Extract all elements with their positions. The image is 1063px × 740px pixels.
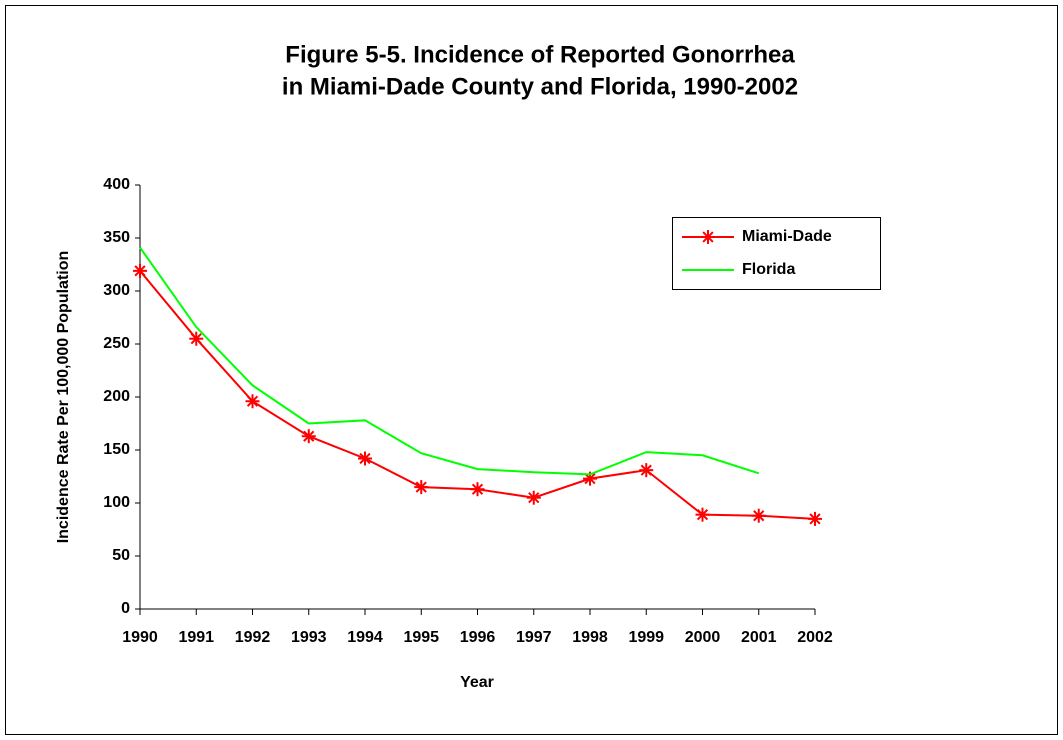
marker-stroke	[809, 513, 821, 525]
marker-stroke	[753, 510, 765, 522]
marker-stroke	[702, 231, 714, 243]
data-point	[526, 490, 541, 505]
x-tick-label: 2002	[797, 629, 833, 646]
marker-stroke	[190, 333, 202, 345]
data-point	[639, 463, 654, 478]
legend-label: Florida	[742, 261, 795, 278]
marker-stroke	[246, 395, 259, 407]
y-tick-label: 350	[103, 229, 130, 246]
y-tick-label: 0	[121, 600, 130, 617]
x-tick-label: 1997	[516, 629, 552, 646]
marker-stroke	[134, 265, 146, 277]
y-tick-label: 200	[103, 388, 130, 405]
x-tick-label: 1994	[347, 629, 383, 646]
marker-stroke	[359, 452, 371, 465]
chart-title: Figure 5-5. Incidence of Reported Gonorr…	[285, 41, 795, 68]
x-tick-label: 1993	[291, 629, 327, 646]
data-point	[133, 263, 147, 278]
marker-stroke	[640, 464, 652, 476]
x-axis-title: Year	[460, 674, 494, 691]
x-tick-label: 2000	[685, 629, 721, 646]
y-tick-label: 300	[103, 282, 130, 299]
marker-stroke	[303, 430, 315, 442]
y-tick-label: 50	[112, 547, 130, 564]
marker-stroke	[696, 509, 709, 521]
x-tick-label: 1999	[628, 629, 664, 646]
series-line	[139, 246, 760, 476]
data-point	[189, 331, 204, 346]
data-point	[414, 480, 429, 495]
data-point	[245, 394, 260, 409]
marker-stroke	[584, 473, 596, 485]
data-point	[695, 507, 710, 522]
x-tick-label: 1996	[460, 629, 496, 646]
y-tick-label: 150	[103, 441, 130, 458]
data-point	[358, 451, 372, 466]
legend-label: Miami-Dade	[742, 228, 832, 245]
legend-box	[672, 217, 881, 290]
x-tick-label: 1990	[122, 629, 158, 646]
y-axis-title: Incidence Rate Per 100,000 Population	[55, 251, 72, 544]
chart-title: in Miami-Dade County and Florida, 1990-2…	[282, 73, 798, 100]
x-tick-label: 1992	[235, 629, 271, 646]
marker-stroke	[415, 481, 427, 493]
y-tick-label: 250	[103, 335, 130, 352]
data-point	[470, 482, 485, 497]
chart-frame	[5, 5, 1058, 735]
marker-stroke	[528, 492, 540, 504]
x-tick-label: 1991	[178, 629, 214, 646]
y-tick-label: 100	[103, 494, 130, 511]
x-tick-label: 1998	[572, 629, 608, 646]
y-tick-label: 400	[103, 176, 130, 193]
data-point	[808, 511, 822, 526]
data-point	[751, 508, 766, 523]
x-tick-label: 2001	[741, 629, 777, 646]
x-tick-label: 1995	[403, 629, 439, 646]
marker-stroke	[471, 483, 484, 495]
data-point	[301, 429, 316, 444]
legend-marker	[701, 230, 715, 244]
